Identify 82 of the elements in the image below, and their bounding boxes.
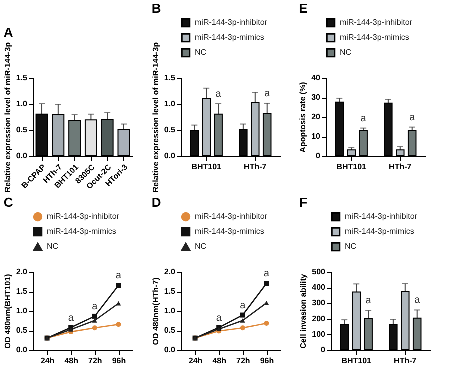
y-tick-label: 0.0	[16, 152, 28, 160]
legend-label: miR-144-3p-mimics	[340, 33, 410, 42]
annotation: a	[216, 89, 222, 100]
annotation: a	[92, 301, 98, 312]
y-tick-label: 20	[312, 112, 322, 122]
legend-label: miR-144-3p-mimics	[195, 227, 264, 236]
x-tick-label: BHT101	[192, 162, 222, 172]
y-tick-label: 0.0	[16, 346, 28, 354]
y-tick-label: 300	[312, 298, 326, 308]
legend-label: NC	[47, 242, 59, 251]
x-tick-label: 72h	[236, 356, 250, 366]
y-tick-label: 1.0	[16, 306, 28, 316]
legend-label: NC	[345, 242, 357, 251]
y-axis-title: Relative expression level of miR-144-3p	[151, 42, 160, 193]
y-tick-label: 1.5	[164, 74, 176, 82]
x-tick-label: 48h	[212, 356, 227, 366]
annotation: a	[68, 312, 74, 324]
chart-title: D	[152, 195, 162, 210]
y-tick-label: 40	[312, 74, 322, 82]
y-tick-label: 10	[312, 132, 322, 141]
legend-label: miR-144-3p-inhibitor	[47, 212, 120, 221]
y-axis-title: Apoptosis rate (%)	[298, 82, 308, 153]
annotation: a	[264, 268, 270, 280]
y-tick-label: 1.5	[164, 287, 176, 296]
y-tick-label: 0.0	[164, 346, 176, 354]
x-tick-label: 48h	[64, 356, 79, 366]
annotation: a	[116, 270, 122, 282]
legend-label: miR-144-3p-inhibitor	[195, 212, 268, 221]
y-tick-label: 0.0	[164, 152, 176, 160]
legend-label: miR-144-3p-mimics	[195, 33, 264, 42]
x-tick-label: 24h	[40, 356, 55, 366]
chart-title: B	[152, 1, 162, 16]
x-tick-label: BHT101	[342, 356, 372, 366]
y-tick-label: 2.0	[16, 268, 28, 276]
annotation: a	[366, 296, 372, 307]
annotation: a	[410, 112, 416, 124]
chart-title: C	[4, 195, 14, 210]
legend-label: miR-144-3p-inhibitor	[340, 18, 413, 27]
legend-label: NC	[340, 48, 352, 57]
legend-label: miR-144-3p-mimics	[47, 227, 116, 236]
y-tick-label: 30	[312, 93, 322, 102]
legend-label: miR-144-3p-mimics	[345, 227, 414, 236]
annotation: a	[414, 295, 421, 306]
y-tick-label: 200	[312, 314, 326, 324]
y-tick-label: 1.0	[164, 100, 176, 108]
x-tick-label: HTh-7	[394, 356, 418, 366]
y-tick-label: 500	[312, 268, 326, 276]
x-tick-label: 72h	[88, 356, 102, 366]
y-tick-label: 0	[316, 152, 322, 160]
x-tick-label: HTh-7	[244, 162, 268, 172]
y-axis-title: Relative expression level of miR-144-3p	[3, 42, 12, 193]
y-tick-label: 1.5	[16, 74, 28, 82]
x-tick-label: BHT101	[336, 162, 368, 172]
chart-title: A	[4, 24, 14, 40]
y-tick-label: 1.0	[164, 306, 176, 316]
y-tick-label: 0.5	[164, 126, 176, 134]
y-tick-label: 0.5	[16, 326, 28, 335]
y-axis-title: Cell invasion ability	[299, 274, 308, 349]
y-axis-title: OD 480nm(HTh-7)	[151, 277, 160, 346]
annotation: a	[360, 113, 367, 124]
y-axis-title: OD 480nm(BHT101)	[3, 274, 12, 349]
x-tick-label: 96h	[112, 356, 126, 366]
chart-title: F	[300, 195, 308, 210]
y-tick-label: 0.5	[16, 126, 28, 134]
chart-title: E	[299, 1, 308, 16]
legend-label: NC	[195, 242, 207, 251]
legend-label: NC	[195, 48, 207, 57]
x-tick-label: HTh-7	[389, 162, 412, 172]
y-tick-label: 1.5	[16, 287, 28, 296]
legend-label: miR-144-3p-inhibitor	[345, 212, 418, 221]
annotation: a	[264, 88, 271, 100]
annotation: a	[240, 300, 246, 312]
y-tick-label: 2.0	[164, 268, 176, 276]
x-tick-label: 24h	[188, 356, 203, 366]
legend-label: miR-144-3p-inhibitor	[195, 18, 268, 27]
x-tick-label: 96h	[260, 356, 274, 366]
y-tick-label: 100	[312, 330, 326, 339]
annotation: a	[216, 312, 222, 324]
y-tick-label: 400	[312, 283, 326, 292]
y-tick-label: 1.0	[16, 100, 28, 108]
y-tick-label: 0	[321, 346, 326, 354]
y-tick-label: 0.5	[164, 326, 176, 335]
